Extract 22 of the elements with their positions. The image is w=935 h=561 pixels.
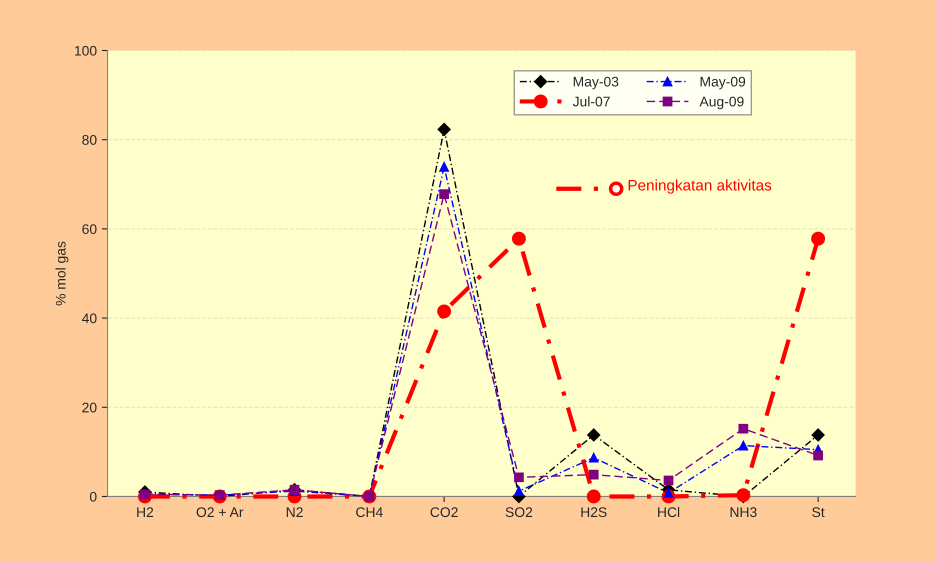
legend-label: May-09 <box>700 76 746 90</box>
x-tick-label: CH4 <box>356 507 383 518</box>
x-tick-label: H2S <box>581 507 607 518</box>
y-tick-label: 60 <box>82 224 97 234</box>
y-tick-label: 0 <box>90 492 97 502</box>
y-tick-label: 80 <box>82 135 97 145</box>
y-tick-label: 40 <box>82 313 97 324</box>
x-tick-label: St <box>812 507 825 518</box>
x-tick-label: HCl <box>658 506 680 518</box>
x-tick-label: O2 + Ar <box>196 507 244 518</box>
x-tick-label: SO2 <box>506 507 532 518</box>
x-tick-label: CO2 <box>430 507 458 518</box>
x-tick-label: NH3 <box>730 507 757 518</box>
legend-label: May-03 <box>574 76 618 90</box>
y-tick-label: 100 <box>74 46 97 56</box>
legend-label: Aug-09 <box>700 96 744 110</box>
x-tick-label: N2 <box>286 507 303 517</box>
x-tick-label: H2 <box>137 507 154 517</box>
legend-label: Jul-07 <box>572 96 610 106</box>
y-axis-title: % mol gas <box>55 242 68 306</box>
annotation: Peningkatan aktivitas <box>628 179 772 194</box>
y-tick-label: 20 <box>82 402 97 412</box>
